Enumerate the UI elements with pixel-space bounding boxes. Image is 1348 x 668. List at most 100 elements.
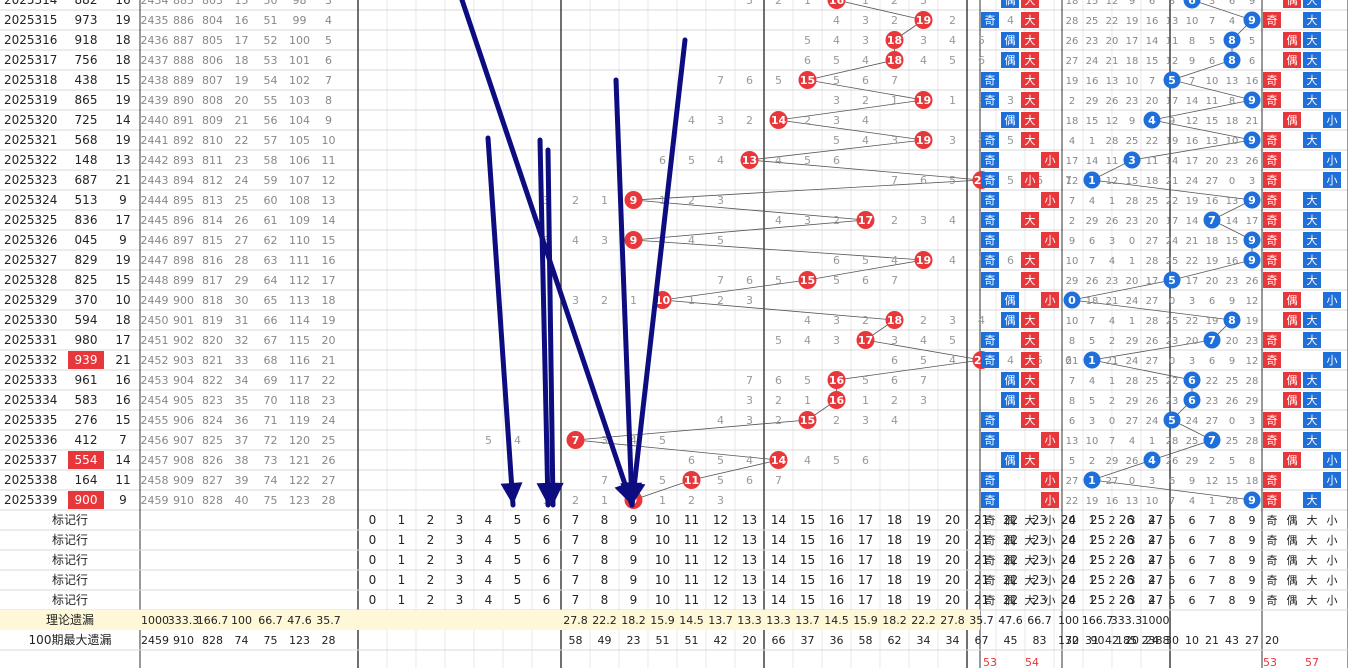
sum-value: 15 (115, 273, 130, 287)
oddeven-label: 奇 (985, 434, 996, 447)
omit-value: 4 (325, 14, 332, 27)
tail-omit: 10 (1066, 316, 1079, 327)
omit-value: 910 (173, 494, 194, 507)
tail-omit: 17 (1246, 216, 1259, 227)
sum-omit: 5 (978, 34, 985, 47)
theory-value: 22.2 (911, 614, 936, 627)
marker-oe-col: 奇 (985, 534, 996, 547)
tail-bigsmall-cell (1303, 432, 1321, 448)
omit-value: 20 (322, 334, 336, 347)
oddeven-label: 奇 (985, 274, 996, 287)
tail-omit: 28 (1246, 436, 1259, 447)
tail-bigsmall-label: 大 (1307, 373, 1318, 387)
tail-bigsmall-cell (1303, 272, 1321, 288)
marker-sum-col: 26 (1119, 593, 1134, 607)
theory-value: 333.3 (168, 614, 200, 627)
marker-tailoe-col: 大 (1307, 553, 1318, 567)
sum-value: 19 (115, 253, 130, 267)
sum-omit: 5 (543, 234, 550, 247)
sum-omit: 1 (804, 0, 811, 7)
theory-value: 333.3 (1111, 614, 1143, 627)
tail-ball (1243, 231, 1261, 249)
sum-omit: 5 (717, 474, 724, 487)
tail-omit: 16 (1086, 76, 1099, 87)
sum-omit: 4 (920, 334, 927, 347)
marker-tailoe-col: 小 (1327, 574, 1338, 587)
tail-omit: 6 (1149, 0, 1155, 7)
omit-value: 19 (235, 74, 249, 87)
tail-omit: 22 (1186, 316, 1199, 327)
sum-value: 14 (115, 113, 130, 127)
omit-value: 887 (173, 34, 194, 47)
sum-omit: 6 (746, 474, 753, 487)
omit-value: 900 (173, 294, 194, 307)
tail-ball-label: 8 (1228, 314, 1236, 327)
marker-tail-col: 8 (1229, 514, 1236, 527)
tail-omit: 5 (1249, 36, 1255, 47)
sum-omit: 7 (1065, 174, 1072, 187)
oddeven-label: 奇 (985, 134, 996, 147)
theory-value: 1000 (1142, 614, 1170, 627)
sum-omit: 7 (891, 74, 898, 87)
marker-sum-col: 27 (1148, 533, 1163, 547)
marker-sum-col: 10 (655, 593, 670, 607)
tail-ball (1183, 0, 1201, 9)
marker-sum-col: 5 (514, 573, 522, 587)
tail-omit: 24 (1166, 236, 1179, 247)
tail-bigsmall-cell (1323, 452, 1341, 468)
omit-value: 122 (289, 474, 310, 487)
omit-value: 22 (322, 374, 336, 387)
tail-omit: 28 (1246, 376, 1259, 387)
marker-sum-col: 22 (1003, 513, 1018, 527)
tail-omit: 0 (1229, 176, 1235, 187)
annotation-arrow (613, 77, 635, 508)
omit-value: 28 (235, 254, 249, 267)
theory-row-bg (0, 610, 980, 630)
marker-tail-col: 6 (1189, 594, 1196, 607)
sum-ball-label: 18 (887, 54, 902, 67)
sum-ball-label: 19 (916, 14, 931, 27)
max-value: 51 (685, 634, 699, 647)
marker-sum-col: 26 (1119, 513, 1134, 527)
issue-number: 2025337 (4, 453, 57, 467)
sum-omit: 6 (775, 374, 782, 387)
tail-omit: 22 (1186, 256, 1199, 267)
omit-value: 98 (293, 0, 307, 7)
omit-value: 10 (322, 134, 336, 147)
max-value: 123 (289, 634, 310, 647)
omit-value: 35 (235, 394, 249, 407)
sum-omit: 4 (862, 134, 869, 147)
oddeven-label: 偶 (1005, 54, 1016, 67)
marker-sum-col: 20 (945, 593, 960, 607)
tail-oddeven-label: 奇 (1267, 74, 1278, 87)
tail-omit: 6 (1069, 416, 1075, 427)
issue-number: 2025322 (4, 153, 57, 167)
marker-sum-col: 7 (572, 513, 580, 527)
omit-value: 810 (202, 134, 223, 147)
sum-value: 15 (115, 73, 130, 87)
marker-tail-col: 5 (1169, 534, 1176, 547)
tail-ball-label: 3 (1128, 154, 1136, 167)
tail-ball (1203, 431, 1221, 449)
sum-omit: 5 (949, 174, 956, 187)
sum-omit: 4 (572, 234, 579, 247)
tail-bigsmall-label: 大 (1307, 33, 1318, 47)
tail-omit: 26 (1106, 96, 1119, 107)
tail-omit: 5 (1089, 336, 1095, 347)
theory-value: 18.2 (621, 614, 646, 627)
marker-sum-col: 8 (601, 593, 609, 607)
marker-sum-col: 24 (1061, 533, 1076, 547)
tail-ball-label: 9 (1248, 134, 1256, 147)
tail-omit: 7 (1149, 76, 1155, 87)
sum-omit: 3 (717, 114, 724, 127)
sum-omit: 6 (862, 74, 869, 87)
marker-tail-col: 4 (1149, 574, 1156, 587)
sum-value: 17 (115, 213, 130, 227)
tail-omit: 7 (1189, 76, 1195, 87)
omit-value: 110 (289, 234, 310, 247)
marker-tail-col: 7 (1209, 514, 1216, 527)
marker-tail-col: 5 (1169, 594, 1176, 607)
bigsmall-cell (1021, 372, 1039, 388)
omit-value: 824 (202, 414, 223, 427)
bigsmall-label: 小 (1045, 474, 1056, 487)
